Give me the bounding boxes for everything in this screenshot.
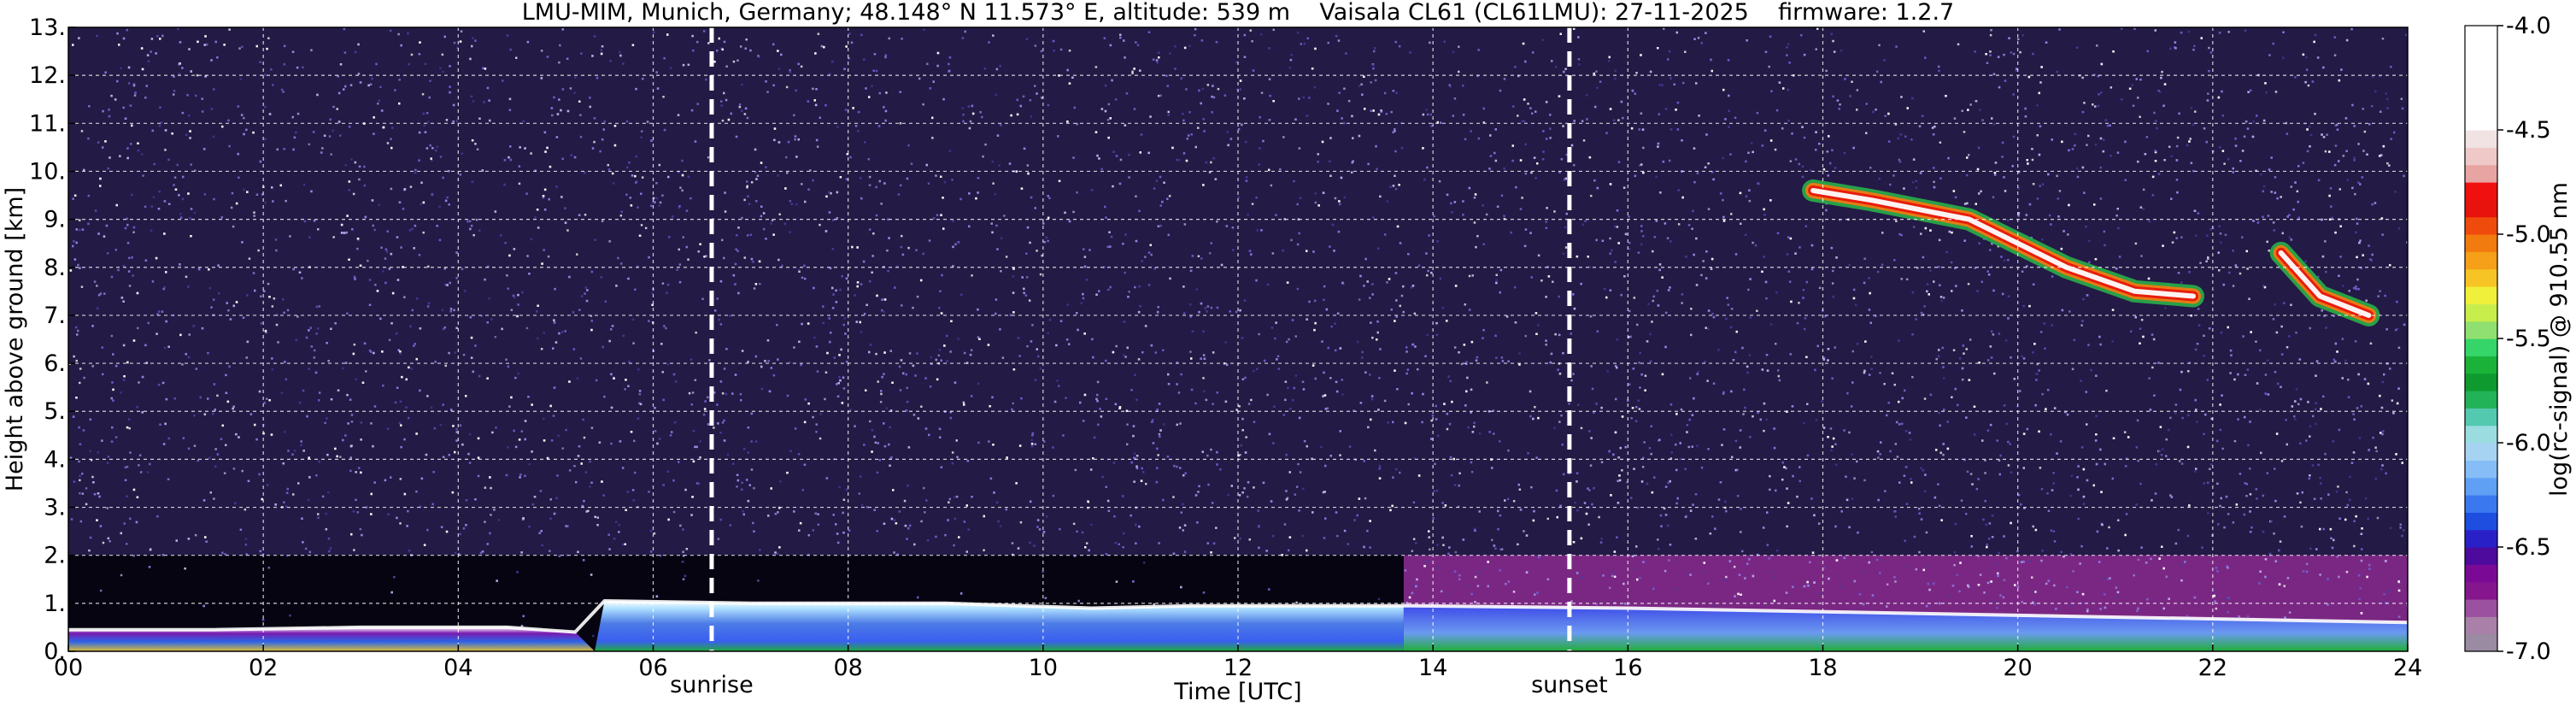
x-tick-label: 02 xyxy=(249,655,278,681)
colorbar-swatch xyxy=(2465,338,2497,356)
y-tick-label: 12. xyxy=(29,62,66,89)
y-tick-label: 9. xyxy=(44,207,66,233)
event-label-sunrise: sunrise xyxy=(670,672,754,698)
background-noise xyxy=(68,27,2408,651)
chart-title: LMU-MIM, Munich, Germany; 48.148° N 11.5… xyxy=(522,0,1955,26)
colorbar-tick-label: -7.0 xyxy=(2506,638,2551,665)
y-axis-label: Height above ground [km] xyxy=(2,187,28,491)
colorbar-swatch xyxy=(2465,216,2497,235)
colorbar-swatch xyxy=(2465,443,2497,461)
colorbar-swatch xyxy=(2465,512,2497,531)
x-tick-label: 10 xyxy=(1029,655,1058,681)
y-tick-label: 10. xyxy=(29,158,66,185)
event-lines xyxy=(709,27,1572,651)
y-tick-label: 11. xyxy=(29,110,66,137)
colorbar-swatch xyxy=(2465,26,2497,44)
y-tick-label: 5. xyxy=(44,398,66,425)
x-tick-label: 22 xyxy=(2198,655,2227,681)
colorbar-swatch xyxy=(2465,356,2497,374)
colorbar-tick-label: -5.0 xyxy=(2506,221,2551,248)
colorbar-swatch xyxy=(2465,547,2497,565)
colorbar-swatch xyxy=(2465,130,2497,148)
colorbar-label: log(rc-signal) @ 910.55 nm xyxy=(2546,182,2573,497)
colorbar-swatch xyxy=(2465,303,2497,322)
colorbar xyxy=(2465,26,2497,652)
colorbar-swatch xyxy=(2465,78,2497,96)
colorbar-swatch xyxy=(2465,112,2497,131)
colorbar-tick-label: -6.5 xyxy=(2506,534,2551,561)
colorbar-swatch xyxy=(2465,95,2497,114)
colorbar-swatch xyxy=(2465,425,2497,444)
colorbar-tick-label: -6.0 xyxy=(2506,430,2551,456)
evening-residual-layer xyxy=(1403,605,2408,651)
colorbar-swatch xyxy=(2465,43,2497,62)
x-tick-label: 14 xyxy=(1418,655,1447,681)
x-tick-label: 16 xyxy=(1613,655,1642,681)
y-tick-label: 1. xyxy=(44,591,66,617)
y-tick-label: 6. xyxy=(44,350,66,377)
cirrus-cloud xyxy=(1802,179,2204,308)
mixed-layer xyxy=(595,601,1404,651)
x-tick-label: 00 xyxy=(54,655,83,681)
colorbar-swatch xyxy=(2465,633,2497,652)
colorbar-swatch xyxy=(2465,286,2497,304)
colorbar-swatch xyxy=(2465,234,2497,252)
event-label-sunset: sunset xyxy=(1531,672,1608,698)
colorbar-swatch xyxy=(2465,60,2497,79)
x-tick-label: 18 xyxy=(1808,655,1837,681)
x-tick-label: 06 xyxy=(638,655,667,681)
colorbar-swatch xyxy=(2465,616,2497,635)
features-layer xyxy=(68,179,2408,651)
colorbar-ticks: -4.0 -4.5 -5.0 -5.5 -6.0 -6.5 -7.0 xyxy=(2497,13,2551,665)
y-tick-label: 0. xyxy=(44,638,66,665)
colorbar-tick-label: -4.0 xyxy=(2506,13,2551,39)
colorbar-tick-label: -5.5 xyxy=(2506,326,2551,352)
colorbar-swatch xyxy=(2465,268,2497,287)
colorbar-swatch xyxy=(2465,529,2497,548)
x-axis-ticks: 00 02 04 06 08 10 12 14 16 18 20 22 24 xyxy=(54,644,2422,681)
colorbar-swatch xyxy=(2465,495,2497,513)
y-tick-label: 8. xyxy=(44,255,66,281)
cirrus-cloud xyxy=(2269,241,2380,327)
x-tick-label: 12 xyxy=(1223,655,1253,681)
x-axis-label: Time [UTC] xyxy=(1173,679,1301,705)
x-tick-label: 08 xyxy=(833,655,862,681)
colorbar-swatch xyxy=(2465,251,2497,270)
grid-lines xyxy=(68,27,2408,651)
x-tick-label: 24 xyxy=(2393,655,2422,681)
colorbar-swatch xyxy=(2465,599,2497,617)
colorbar-swatch xyxy=(2465,460,2497,479)
night-aerosol-layer xyxy=(68,627,596,651)
colorbar-swatch xyxy=(2465,147,2497,166)
x-tick-label: 04 xyxy=(443,655,472,681)
colorbar-swatch xyxy=(2465,581,2497,600)
colorbar-tick-label: -4.5 xyxy=(2506,117,2551,144)
y-tick-label: 13. xyxy=(29,15,66,41)
colorbar-swatch xyxy=(2465,373,2497,391)
y-axis-ticks: 0. 1. 2. 3. 4. 5. 6. 7. 8. 9. 10. 11. 12. 13. xyxy=(29,15,75,665)
colorbar-swatch xyxy=(2465,391,2497,409)
event-labels: sunrise sunset xyxy=(670,672,1608,698)
colorbar-swatch xyxy=(2465,321,2497,339)
colorbar-swatch xyxy=(2465,199,2497,218)
y-tick-label: 2. xyxy=(44,543,66,569)
y-tick-label: 3. xyxy=(44,495,66,521)
colorbar-swatch xyxy=(2465,477,2497,496)
colorbar-swatch xyxy=(2465,564,2497,583)
colorbar-swatch xyxy=(2465,164,2497,183)
colorbar-swatch xyxy=(2465,408,2497,427)
colorbar-swatch xyxy=(2465,182,2497,200)
x-tick-label: 20 xyxy=(2003,655,2032,681)
y-tick-label: 7. xyxy=(44,303,66,329)
y-tick-label: 4. xyxy=(44,446,66,473)
